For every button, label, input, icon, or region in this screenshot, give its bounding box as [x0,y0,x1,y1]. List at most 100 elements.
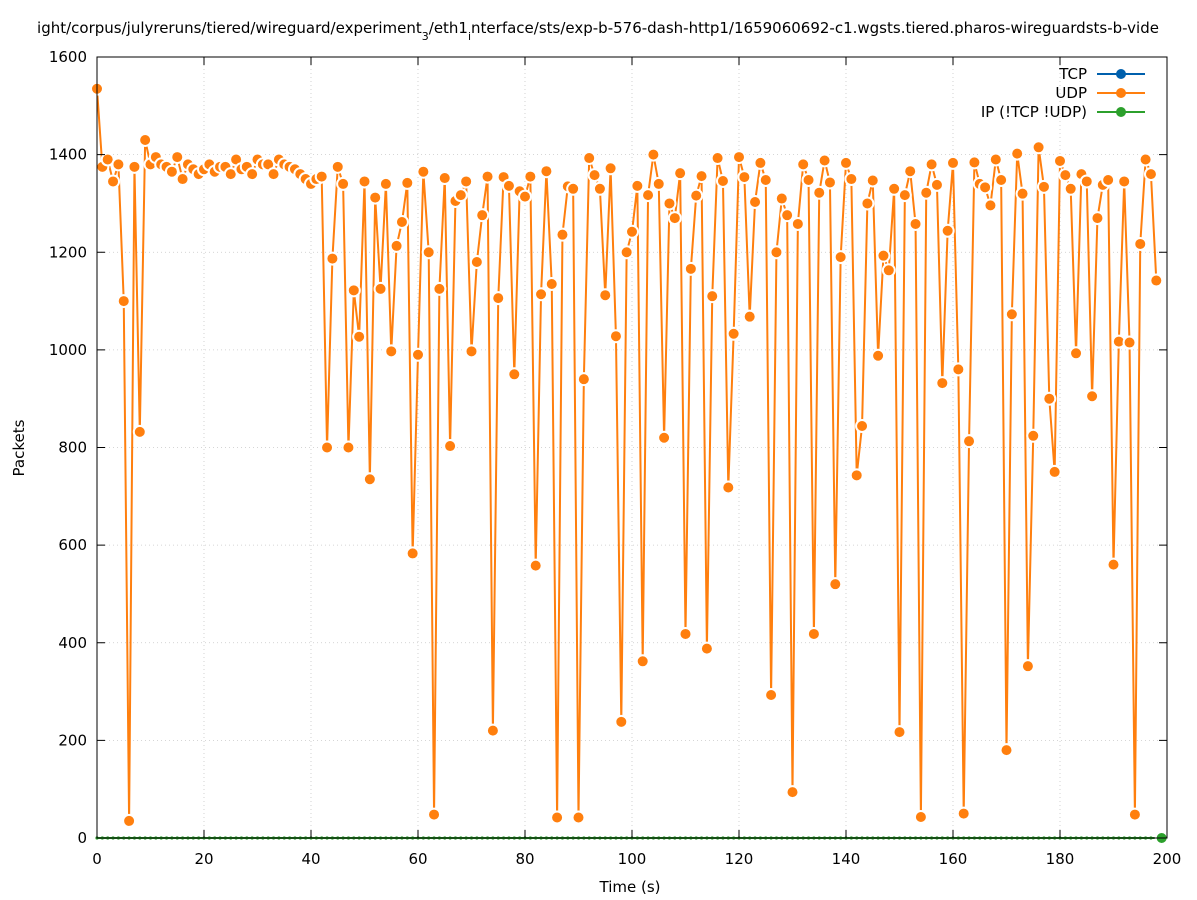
udp-data-point [175,172,190,187]
udp-data-point [411,347,425,362]
y-tick-label: 1600 [49,48,87,66]
udp-data-point [635,654,650,669]
title-subscript: i [468,30,471,43]
udp-data-point [1143,167,1158,182]
legend-swatch-marker-ip [1116,107,1126,117]
y-tick-label: 600 [58,536,87,554]
udp-series-line [96,88,1158,822]
udp-data-point [1020,659,1035,674]
udp-data-point [1004,307,1019,322]
axes: 0 200 400 600 800 1000 1200 1400 1600 0 20 40 60 80 10… [49,48,1182,868]
udp-data-point [978,180,993,195]
udp-data-point [764,687,779,702]
udp-data-point [806,626,821,641]
x-tick-label: 200 [1153,850,1182,868]
udp-data-point [929,177,944,192]
y-tick-label: 1000 [49,341,87,359]
y-tick-label: 0 [77,829,87,847]
udp-data-point [1117,174,1132,189]
udp-data-point [598,288,613,303]
udp-data-point [330,159,345,174]
udp-data-point [421,245,436,260]
udp-data-point [485,723,500,738]
udp-data-point [427,807,442,822]
udp-data-point [935,376,950,391]
udp-data-point [378,176,393,191]
udp-data-point [946,155,960,170]
udp-data-point [164,164,179,179]
x-tick-label: 0 [92,850,102,868]
udp-data-point [1138,152,1153,167]
udp-data-point [416,164,431,179]
title-part: ight/corpus/julyreruns/tiered/wireguard/… [37,19,422,37]
udp-data-point [405,546,420,561]
series-layer [90,81,1169,845]
udp-data-point [394,214,409,229]
udp-data-point [352,329,367,344]
udp-data-point [603,161,618,176]
udp-data-point [1015,186,1030,201]
udp-data-point [625,224,639,239]
udp-data-point [1085,389,1100,404]
y-tick-label: 800 [58,439,87,457]
udp-data-point [737,170,752,185]
udp-data-point [892,725,907,740]
udp-data-point [913,810,928,825]
legend-label-ip: IP (!TCP !UDP) [981,103,1087,121]
udp-data-point [790,216,805,231]
udp-data-point [491,291,506,306]
x-tick-label: 40 [301,850,320,868]
udp-data-point [1079,174,1094,189]
udp-data-point [748,194,763,209]
udp-data-point [657,430,672,445]
udp-data-point [801,173,816,188]
udp-data-point [683,261,698,276]
udp-data-point [1036,179,1051,194]
udp-data-point [662,196,677,211]
udp-data-point [614,714,629,729]
udp-data-point [566,181,581,196]
udp-data-point [881,263,896,278]
udp-data-point [1090,211,1105,226]
udp-data-point [122,813,137,828]
udp-data-point [1031,140,1046,155]
udp-data-point [919,185,934,200]
udp-data-point [576,372,591,387]
udp-data-point [983,198,998,213]
udp-data-point [534,287,549,302]
udp-data-point [822,175,837,190]
udp-data-point [908,216,923,231]
udp-data-point [571,810,586,825]
udp-data-point [903,164,918,179]
udp-data-point [608,329,623,344]
udp-data-point [432,281,447,296]
udp-data-point [774,191,789,206]
udp-data-point [753,155,768,170]
udp-data-point [116,294,131,309]
udp-data-point [812,185,827,200]
udp-data-point [1149,273,1164,288]
udp-data-point [967,155,982,170]
udp-data-point [699,641,714,656]
udp-data-point [528,558,543,573]
udp-data-point [876,248,891,263]
legend-swatch-marker-udp [1116,88,1126,98]
udp-data-point [651,176,666,191]
udp-data-point [325,251,340,266]
udp-data-point [705,289,720,304]
udp-data-point [1053,153,1067,168]
udp-data-point [469,255,484,270]
x-tick-label: 160 [939,850,968,868]
udp-data-point [550,810,565,825]
udp-data-point [897,188,912,203]
udp-data-point [464,344,479,359]
udp-data-point [855,419,870,434]
chart-title: ight/corpus/julyreruns/tiered/wireguard/… [37,19,1159,43]
udp-data-point [839,155,853,170]
udp-data-point [849,468,864,483]
udp-data-point [1101,173,1116,188]
udp-data-point [667,211,682,226]
udp-data-point [582,151,597,166]
x-tick-label: 180 [1046,850,1075,868]
